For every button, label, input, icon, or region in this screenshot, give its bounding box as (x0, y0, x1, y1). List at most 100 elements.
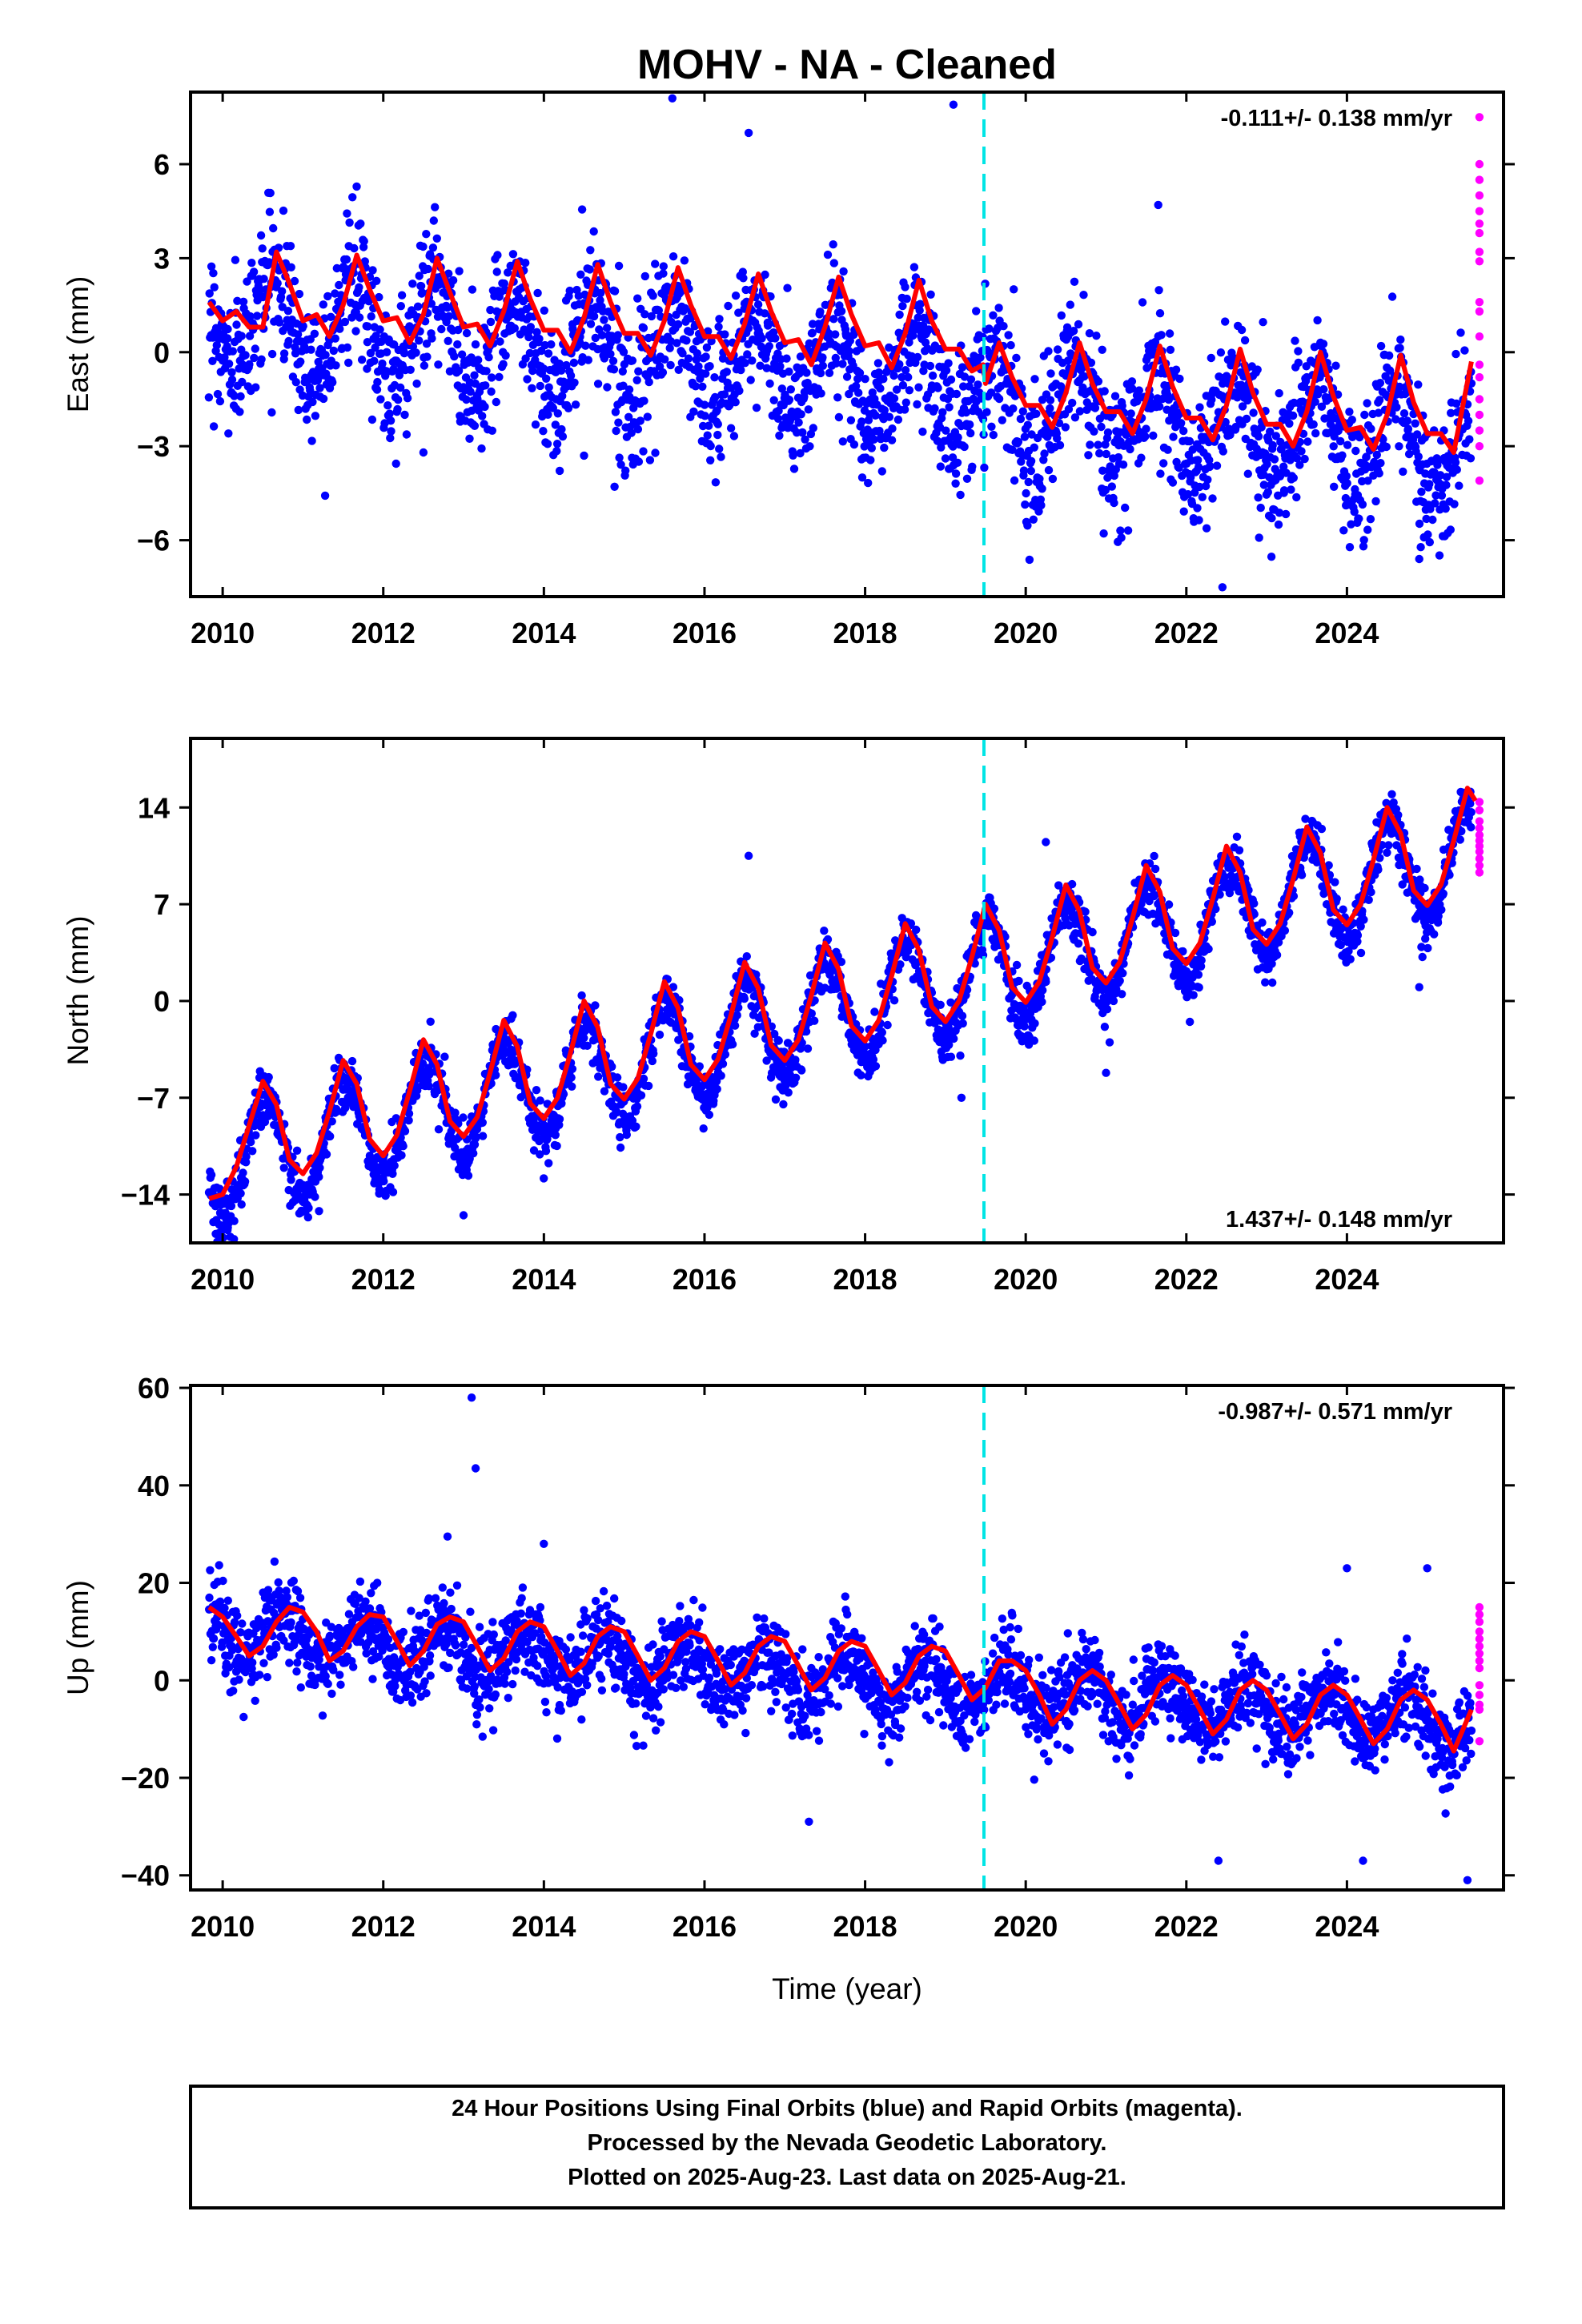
final-orbit-point (307, 436, 316, 445)
final-orbit-point (937, 443, 946, 452)
final-orbit-point (1023, 420, 1033, 429)
final-orbit-point (829, 259, 839, 267)
final-orbit-outlier (1218, 583, 1227, 592)
final-orbit-point (661, 355, 669, 364)
final-orbit-point (610, 287, 620, 296)
x-tick-label: 2018 (833, 617, 897, 649)
final-orbit-point (444, 312, 453, 321)
final-orbit-point (269, 223, 278, 233)
final-orbit-point (1080, 372, 1089, 381)
final-orbit-point (1258, 918, 1267, 927)
final-orbit-point (303, 415, 311, 424)
final-orbit-point (455, 267, 464, 275)
final-orbit-point (801, 435, 809, 444)
final-orbit-point (1255, 533, 1263, 542)
final-orbit-point (802, 368, 811, 377)
final-orbit-point (440, 1052, 449, 1061)
final-orbit-point (266, 188, 275, 198)
final-orbit-point (478, 1118, 487, 1128)
final-orbit-point (412, 348, 420, 357)
final-orbit-point (674, 365, 683, 374)
final-orbit-point (869, 435, 878, 444)
final-orbit-point (1385, 351, 1394, 360)
final-orbit-point (1292, 454, 1302, 463)
rapid-orbit-point (1475, 219, 1484, 228)
final-orbit-point (1319, 340, 1328, 348)
final-orbit-point (423, 352, 432, 361)
final-orbit-point (803, 1044, 813, 1053)
final-orbit-point (1018, 407, 1028, 416)
final-orbit-point (569, 358, 579, 368)
final-orbit-point (962, 408, 971, 417)
final-orbit-point (448, 275, 458, 285)
final-orbit-point (705, 1110, 714, 1120)
final-orbit-point (303, 1212, 312, 1222)
final-orbit-point (1097, 422, 1106, 432)
final-orbit-point (474, 356, 483, 364)
final-orbit-point (1287, 485, 1295, 494)
final-orbit-point (791, 1073, 801, 1083)
final-orbit-point (1109, 996, 1118, 1006)
final-orbit-point (1068, 398, 1077, 408)
final-orbit-point (422, 230, 431, 239)
final-orbit-point (357, 356, 367, 364)
final-orbit-point (1417, 487, 1426, 497)
final-orbit-point (784, 1088, 793, 1097)
final-orbit-point (648, 292, 657, 300)
final-orbit-outlier (1154, 200, 1162, 210)
final-orbit-point (236, 392, 245, 401)
final-orbit-point (915, 306, 924, 315)
final-orbit-point (493, 251, 502, 259)
final-orbit-point (366, 348, 375, 358)
final-orbit-point (829, 315, 838, 324)
final-orbit-point (764, 321, 773, 330)
final-orbit-point (1026, 456, 1036, 465)
final-orbit-point (987, 422, 996, 431)
final-orbit-point (1081, 907, 1090, 916)
final-orbit-point (594, 1072, 603, 1081)
final-orbit-point (1237, 325, 1247, 335)
final-orbit-point (837, 307, 846, 316)
final-orbit-point (797, 410, 805, 419)
final-orbit-point (966, 428, 975, 438)
final-orbit-point (842, 372, 852, 381)
final-orbit-point (771, 334, 780, 343)
final-orbit-point (895, 360, 904, 369)
final-orbit-point (1141, 432, 1150, 441)
final-orbit-point (319, 300, 327, 309)
final-orbit-point (1399, 409, 1409, 418)
final-orbit-point (771, 1095, 781, 1104)
final-orbit-point (251, 1131, 260, 1140)
final-orbit-point (1363, 525, 1372, 534)
final-orbit-point (343, 209, 351, 218)
final-orbit-point (385, 409, 394, 418)
final-orbit-point (654, 306, 663, 315)
final-orbit-point (1442, 472, 1452, 481)
final-orbit-point (424, 264, 432, 274)
final-orbit-point (544, 349, 553, 358)
final-orbit-point (237, 1200, 246, 1209)
final-orbit-point (797, 1066, 806, 1075)
final-orbit-point (1046, 404, 1054, 413)
final-orbit-point (243, 277, 251, 286)
final-orbit-point (1174, 959, 1183, 968)
final-orbit-point (1196, 962, 1206, 971)
final-orbit-point (1164, 395, 1174, 404)
final-orbit-point (478, 1132, 488, 1140)
final-orbit-point (343, 343, 352, 352)
final-orbit-point (673, 320, 683, 329)
final-orbit-point (801, 1027, 811, 1036)
final-orbit-point (1366, 515, 1375, 524)
final-orbit-point (817, 389, 825, 398)
final-orbit-point (1371, 497, 1380, 506)
final-orbit-point (707, 336, 716, 346)
final-orbit-point (1442, 480, 1451, 489)
final-orbit-point (1411, 419, 1419, 428)
final-orbit-point (445, 367, 455, 376)
final-orbit-point (227, 368, 236, 377)
final-orbit-point (207, 1170, 216, 1180)
rapid-orbit-point (1475, 113, 1484, 122)
final-orbit-point (589, 227, 598, 236)
final-orbit-point (839, 267, 848, 276)
